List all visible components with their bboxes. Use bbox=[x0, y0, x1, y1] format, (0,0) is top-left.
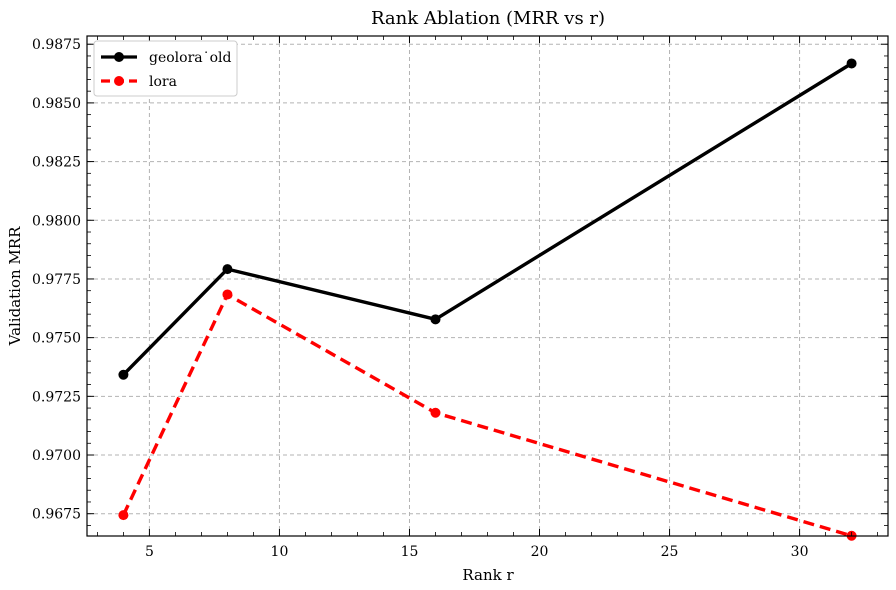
data-point-s1-0 bbox=[118, 510, 129, 521]
series-layer bbox=[118, 58, 857, 541]
y-tick-label-0: 0.9675 bbox=[32, 507, 81, 523]
x-tick-label-1: 10 bbox=[271, 544, 289, 560]
y-tick-label-3: 0.9750 bbox=[32, 331, 81, 347]
legend-label-lora: lora bbox=[149, 74, 177, 90]
x-axis-label: Rank r bbox=[462, 566, 514, 584]
y-tick-label-2: 0.9725 bbox=[32, 389, 81, 405]
y-tick-label-6: 0.9825 bbox=[32, 155, 81, 171]
legend: geolora˙old lora bbox=[93, 40, 238, 97]
series-line-0 bbox=[122, 62, 853, 376]
x-tick-label-5: 30 bbox=[791, 544, 809, 560]
axes: 5 10 15 20 25 30 0.9675 0.9700 0.9725 0.9750 0.977… bbox=[32, 35, 889, 560]
x-tick-label-2: 15 bbox=[401, 544, 419, 560]
x-tick-label-4: 25 bbox=[661, 544, 679, 560]
data-point-s1-1 bbox=[222, 289, 233, 300]
data-point-s0-1 bbox=[222, 264, 233, 275]
y-tick-label-4: 0.9775 bbox=[32, 272, 81, 288]
legend-label-geolora: geolora˙old bbox=[149, 50, 232, 66]
y-tick-label-7: 0.9850 bbox=[32, 96, 81, 112]
data-point-s0-0 bbox=[118, 369, 129, 380]
series-line-1 bbox=[121, 292, 853, 538]
data-point-s0-2 bbox=[430, 314, 441, 325]
y-tick-label-8: 0.9875 bbox=[32, 37, 81, 53]
chart-title: Rank Ablation (MRR vs r) bbox=[371, 8, 605, 29]
legend-marker-geolora bbox=[114, 52, 124, 62]
x-tick-label-0: 5 bbox=[145, 544, 154, 560]
x-tick-label-3: 20 bbox=[531, 544, 549, 560]
data-point-s1-2 bbox=[430, 407, 441, 418]
data-point-s0-3 bbox=[846, 58, 857, 69]
legend-marker-lora bbox=[114, 76, 124, 86]
y-axis-label: Validation MRR bbox=[6, 226, 24, 346]
y-tick-label-5: 0.9800 bbox=[32, 213, 81, 229]
y-tick-label-1: 0.9700 bbox=[32, 448, 81, 464]
